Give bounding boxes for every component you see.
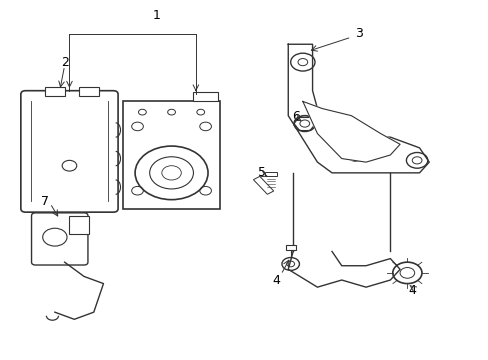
Text: 3: 3 bbox=[354, 27, 362, 40]
Text: 1: 1 bbox=[153, 9, 161, 22]
Text: 4: 4 bbox=[272, 274, 280, 287]
Bar bbox=[122, 102, 220, 208]
Bar bbox=[193, 93, 217, 102]
Text: 7: 7 bbox=[41, 195, 49, 208]
Bar bbox=[285, 246, 295, 249]
Bar bbox=[253, 176, 273, 194]
Bar bbox=[265, 172, 277, 176]
Bar bbox=[45, 87, 64, 96]
Text: 4: 4 bbox=[407, 284, 415, 297]
Bar bbox=[69, 216, 89, 234]
FancyBboxPatch shape bbox=[21, 91, 118, 212]
Text: 5: 5 bbox=[257, 166, 265, 179]
Text: 2: 2 bbox=[61, 55, 68, 69]
Text: 6: 6 bbox=[291, 110, 299, 123]
FancyBboxPatch shape bbox=[31, 213, 88, 265]
Polygon shape bbox=[302, 102, 399, 162]
Polygon shape bbox=[287, 44, 428, 173]
Bar bbox=[79, 87, 99, 96]
Polygon shape bbox=[287, 251, 399, 287]
